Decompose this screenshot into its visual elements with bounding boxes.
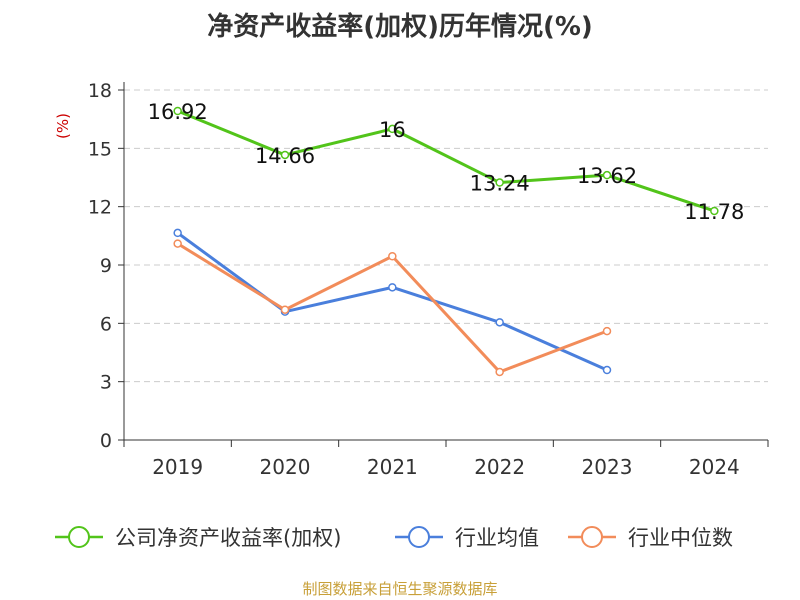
data-label: 13.24	[470, 172, 530, 196]
legend-marker	[68, 526, 90, 548]
data-label: 16	[379, 118, 406, 142]
x-tick-label: 2023	[582, 455, 633, 479]
data-point	[173, 239, 182, 248]
data-point	[280, 150, 290, 160]
y-axis-label: (%)	[54, 113, 72, 139]
x-tick-label: 2024	[689, 455, 740, 479]
data-point	[602, 326, 612, 336]
x-tick-label: 2022	[474, 455, 525, 479]
series-line	[176, 242, 608, 374]
data-point	[495, 318, 504, 327]
legend-marker	[581, 526, 603, 548]
data-label: 14.66	[255, 144, 315, 168]
data-point	[602, 170, 612, 180]
data-point	[602, 365, 612, 375]
data-label: 16.92	[148, 100, 208, 124]
data-point	[280, 305, 290, 314]
y-tick-label: 9	[100, 255, 112, 277]
x-tick-label: 2019	[152, 455, 203, 479]
x-tick-label: 2020	[260, 455, 311, 479]
legend-marker	[408, 526, 430, 548]
data-point	[388, 252, 397, 261]
y-tick-label: 15	[88, 138, 112, 160]
data-point	[173, 228, 182, 238]
source-note: 制图数据来自恒生聚源数据库	[302, 580, 498, 598]
data-point	[388, 283, 397, 292]
legend-label: 公司净资产收益率(加权)	[115, 526, 341, 550]
chart-title: 净资产收益率(加权)历年情况(%)	[207, 12, 593, 42]
x-tick-label: 2021	[367, 455, 418, 479]
y-tick-label: 0	[100, 430, 112, 452]
data-point	[495, 178, 504, 187]
y-tick-label: 3	[100, 372, 112, 394]
data-label: 11.78	[684, 200, 744, 224]
y-tick-label: 6	[100, 313, 112, 335]
data-point	[388, 124, 397, 134]
data-point	[710, 206, 719, 216]
y-tick-label: 18	[88, 80, 112, 102]
legend-label: 行业均值	[455, 526, 539, 550]
data-point	[495, 367, 504, 377]
series-line	[177, 109, 715, 213]
grid-lines	[124, 89, 768, 383]
data-point	[173, 106, 182, 116]
legend-label: 行业中位数	[628, 526, 733, 550]
y-tick-label: 12	[88, 197, 112, 219]
data-labels: 16.92 14.66 16 13.24 13.62 11.78	[148, 100, 745, 224]
series-lines	[173, 106, 719, 377]
legend: 公司净资产收益率(加权) 行业均值 行业中位数	[55, 526, 733, 550]
axes: 0 3 6 9 12 15 18 2019 2020 2021 2022 2023 2024 (%)	[54, 80, 769, 479]
data-label: 13.62	[577, 164, 637, 188]
